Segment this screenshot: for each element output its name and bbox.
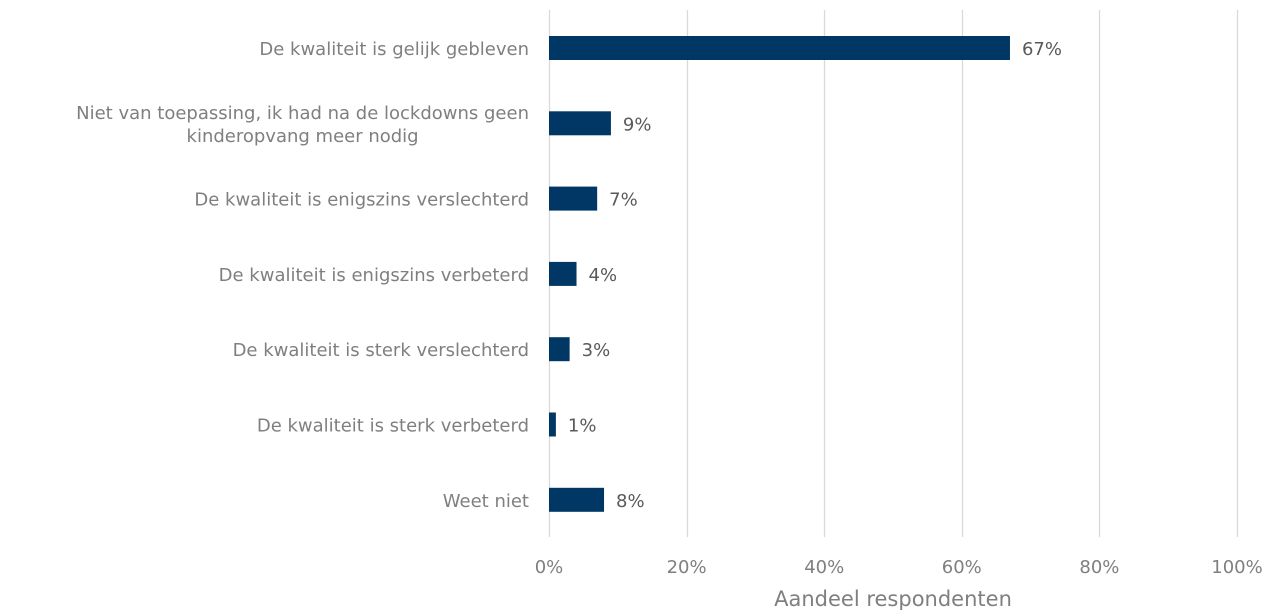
data-label: 4% bbox=[589, 265, 618, 286]
category-label-line: De kwaliteit is enigszins verbeterd bbox=[219, 265, 529, 286]
category-label: De kwaliteit is enigszins verbeterd bbox=[219, 265, 529, 286]
data-label: 67% bbox=[1022, 39, 1062, 60]
category-label: De kwaliteit is sterk verslechterd bbox=[233, 340, 529, 361]
category-label-line: De kwaliteit is sterk verbeterd bbox=[257, 416, 529, 437]
data-label: 7% bbox=[609, 190, 638, 211]
category-label-line: De kwaliteit is sterk verslechterd bbox=[233, 340, 529, 361]
data-label: 8% bbox=[616, 491, 645, 512]
bar bbox=[549, 261, 577, 286]
category-label-line: Niet van toepassing, ik had na de lockdo… bbox=[76, 103, 529, 124]
x-axis-title: Aandeel respondenten bbox=[774, 587, 1012, 610]
x-tick-labels: 0% 20% 40% 60% 80% 100% bbox=[535, 557, 1263, 578]
bar bbox=[549, 36, 1010, 60]
data-labels: 67% 9% 7% 4% 3% 1% 8% bbox=[568, 39, 1062, 512]
gridlines bbox=[548, 10, 1239, 537]
x-tick-label: 20% bbox=[667, 557, 707, 578]
bar bbox=[549, 412, 556, 437]
data-label: 3% bbox=[582, 340, 611, 361]
x-tick-label: 100% bbox=[1211, 557, 1262, 578]
x-tick-label: 0% bbox=[535, 557, 564, 578]
category-label: De kwaliteit is sterk verbeterd bbox=[257, 416, 529, 437]
category-label-line: De kwaliteit is gelijk gebleven bbox=[259, 39, 529, 60]
bar bbox=[549, 487, 605, 512]
x-tick-label: 80% bbox=[1079, 557, 1119, 578]
bar bbox=[549, 337, 570, 362]
category-label: Weet niet bbox=[443, 491, 529, 512]
bars bbox=[549, 36, 1010, 512]
data-label: 1% bbox=[568, 416, 597, 437]
category-label-line: kinderopvang meer nodig bbox=[187, 126, 419, 147]
category-label: Niet van toepassing, ik had na de lockdo… bbox=[76, 103, 529, 147]
category-label-line: De kwaliteit is enigszins verslechterd bbox=[194, 190, 529, 211]
x-tick-label: 40% bbox=[804, 557, 844, 578]
x-tick-label: 60% bbox=[942, 557, 982, 578]
data-label: 9% bbox=[623, 114, 652, 135]
bar bbox=[549, 186, 598, 211]
category-label: De kwaliteit is gelijk gebleven bbox=[259, 39, 529, 60]
category-labels: De kwaliteit is gelijk gebleven Niet van … bbox=[76, 39, 529, 512]
category-label-line: Weet niet bbox=[443, 491, 529, 512]
category-label: De kwaliteit is enigszins verslechterd bbox=[194, 190, 529, 211]
bar bbox=[549, 111, 611, 136]
